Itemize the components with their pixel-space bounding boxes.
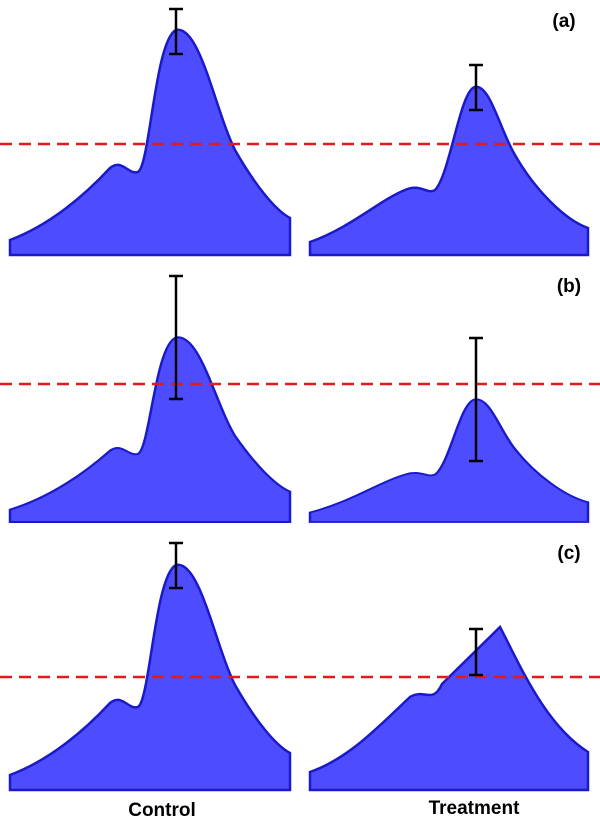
- error-bar: [169, 7, 183, 56]
- treatment-density: [308, 624, 590, 792]
- control-density: [8, 28, 292, 257]
- panel-label: (a): [552, 11, 575, 32]
- panel-label: (c): [557, 543, 580, 564]
- panel-label: (b): [557, 276, 581, 297]
- error-bar: [469, 336, 483, 463]
- control-density: [8, 336, 292, 524]
- panel-a: (a): [0, 7, 600, 257]
- panel-b: (b): [0, 274, 600, 524]
- error-bar: [469, 627, 483, 677]
- error-bar: [169, 541, 183, 590]
- treatment-density: [308, 398, 590, 524]
- error-bar: [469, 63, 483, 112]
- treatment-density: [308, 85, 590, 257]
- column-label: Control: [128, 800, 196, 821]
- error-bar: [169, 274, 183, 401]
- panel-c: (c): [0, 541, 600, 792]
- column-label: Treatment: [429, 798, 520, 819]
